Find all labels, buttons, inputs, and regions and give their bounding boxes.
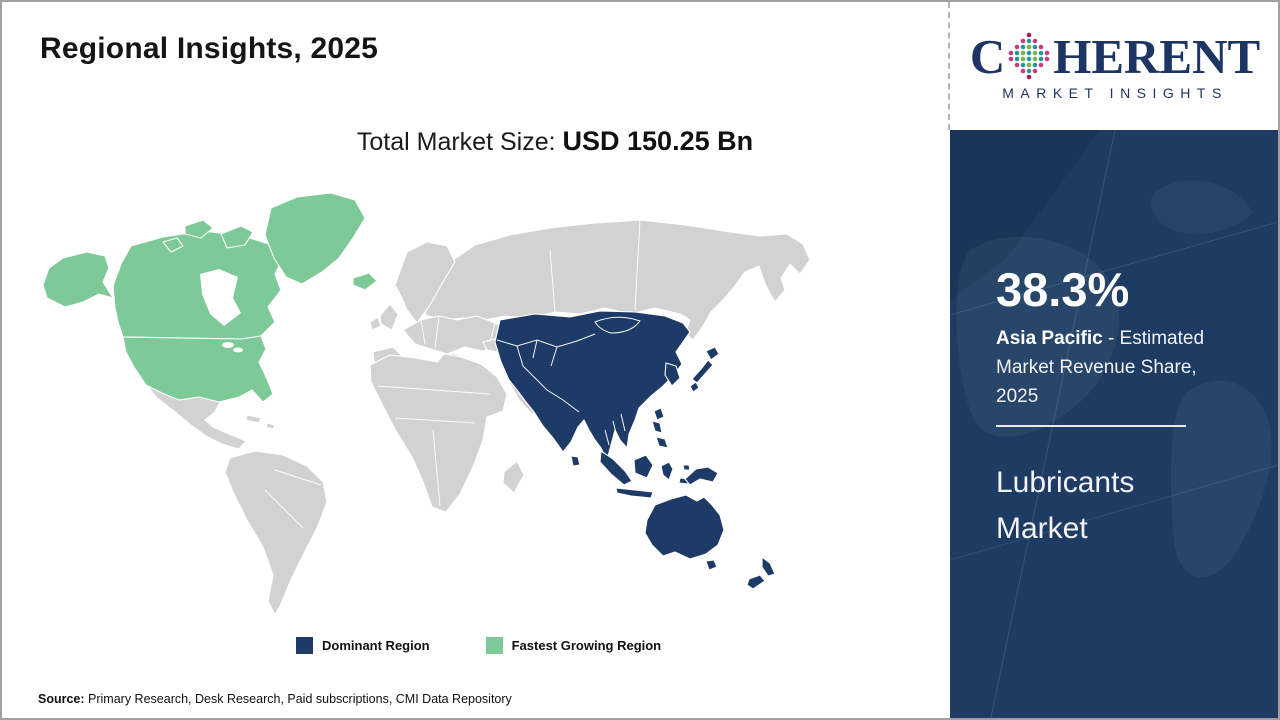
- landmass-new-guinea: [684, 466, 719, 486]
- landmass-tasmania: [705, 559, 718, 571]
- landmass-japan-kyushu: [689, 381, 700, 393]
- landmass-taiwan: [653, 407, 665, 421]
- brand-letters-rest: HERENT: [1053, 28, 1261, 84]
- landmass-scandinavia: [394, 241, 456, 324]
- water-cutouts: [200, 269, 243, 353]
- landmass-africa: [369, 353, 508, 513]
- total-market-size-value: USD 150.25 Bn: [562, 126, 754, 156]
- brand-letter-c: C: [969, 28, 1006, 84]
- landmass-korea: [664, 362, 681, 387]
- landmass-asia-main: [494, 310, 691, 461]
- landmass-japan-hokkaido: [705, 346, 720, 361]
- landmass-russia: [424, 219, 811, 341]
- landmass-south-america: [224, 450, 328, 616]
- market-name-line1: Lubricants: [996, 466, 1135, 499]
- landmass-philippines-mindanao: [655, 436, 669, 449]
- sidebar-map-texture: [950, 130, 1278, 718]
- landmass-moluccas-2: [682, 464, 691, 471]
- landmass-arctic-island-2: [220, 225, 254, 249]
- dotted-globe-icon: [1008, 32, 1050, 80]
- region-fastest-growing: [42, 192, 378, 403]
- share-value: 38.3%: [996, 263, 1130, 316]
- gray-country-borders: [264, 219, 641, 529]
- landmass-ireland: [369, 316, 382, 331]
- source-note: Source: Primary Research, Desk Research,…: [38, 692, 512, 706]
- sidebar: 38.3% Asia Pacific - Estimated Market Re…: [950, 130, 1278, 718]
- market-name: Lubricants Market: [996, 460, 1134, 552]
- landmass-arctic-island-3: [162, 237, 184, 253]
- landmass-nz-north: [761, 556, 776, 577]
- sidebar-divider: [996, 425, 1186, 427]
- brand-logo: C HERENT MARKET INSIGHTS: [948, 2, 1278, 130]
- source-text: Primary Research, Desk Research, Paid su…: [88, 692, 512, 706]
- landmass-iceland: [352, 272, 378, 291]
- asia-country-borders: [496, 316, 641, 446]
- share-description: Asia Pacific - Estimated Market Revenue …: [996, 324, 1234, 411]
- total-market-size: Total Market Size: USD 150.25 Bn: [160, 126, 950, 157]
- landmass-caribbean: [245, 414, 262, 424]
- legend-swatch-dominant: [296, 637, 313, 654]
- map-legend: Dominant Region Fastest Growing Region: [296, 637, 661, 654]
- share-region: Asia Pacific: [996, 328, 1103, 349]
- market-name-line2: Market: [996, 512, 1088, 545]
- landmass-philippines-luzon: [651, 420, 663, 434]
- brand-tagline: MARKET INSIGHTS: [1002, 85, 1228, 101]
- legend-swatch-fastest-growing: [485, 637, 503, 654]
- landmass-nz-south: [746, 574, 766, 590]
- landmass-canada: [112, 230, 284, 340]
- landmass-usa: [122, 335, 274, 403]
- page-title: Regional Insights, 2025: [40, 32, 379, 65]
- world-map: [42, 192, 811, 616]
- landmass-sri-lanka: [570, 455, 581, 467]
- landmass-uk: [379, 303, 399, 331]
- landmass-australia: [644, 494, 725, 560]
- landmass-sulawesi: [660, 461, 674, 481]
- landmass-sumatra: [599, 450, 633, 486]
- region-dominant-asia-pacific: [494, 310, 776, 590]
- region-other: [146, 219, 811, 616]
- landmass-madagascar: [502, 460, 525, 494]
- legend-label-dominant: Dominant Region: [322, 638, 430, 653]
- landmass-borneo: [633, 454, 654, 479]
- legend-item-fastest-growing: Fastest Growing Region: [485, 637, 662, 654]
- landmass-caribbean-2: [265, 422, 276, 430]
- landmass-greenland: [264, 192, 366, 285]
- landmass-japan-honshu: [691, 359, 714, 384]
- legend-label-fastest-growing: Fastest Growing Region: [511, 638, 662, 653]
- landmass-java: [615, 487, 654, 499]
- source-label: Source:: [38, 692, 85, 706]
- landmass-alaska: [42, 251, 114, 308]
- brand-wordmark: C HERENT: [970, 31, 1260, 81]
- total-market-size-label: Total Market Size:: [356, 128, 556, 156]
- landmass-arctic-island-1: [184, 219, 214, 239]
- share-desc-text: - Estimated Market Revenue Share, 2025: [996, 328, 1205, 407]
- legend-item-dominant: Dominant Region: [296, 637, 430, 654]
